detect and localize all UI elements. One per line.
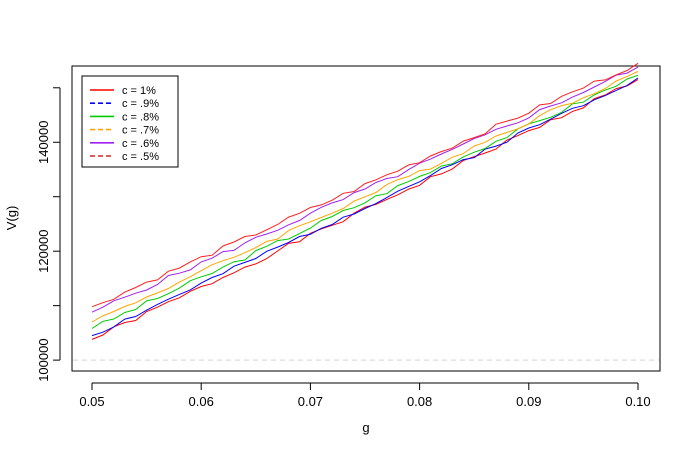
y-axis: 100000 120000 140000: [36, 87, 61, 382]
series-line: [91, 66, 639, 313]
x-axis-label: g: [362, 420, 369, 435]
legend-label: c = 1%: [122, 85, 156, 97]
x-tick-label: 0.09: [516, 394, 541, 409]
plot-frame: [71, 65, 661, 372]
legend-label: c = .5%: [122, 151, 159, 163]
y-tick-label: 140000: [36, 121, 51, 164]
series-line: [91, 74, 639, 329]
x-tick-label: 0.10: [625, 394, 650, 409]
series-line: [91, 77, 639, 337]
legend-label: c = .7%: [122, 125, 159, 137]
series-line: [91, 62, 639, 308]
x-tick-label: 0.06: [189, 394, 214, 409]
legend-label: c = .8%: [122, 111, 159, 123]
y-tick-label: 120000: [36, 229, 51, 272]
x-tick-label: 0.07: [298, 394, 323, 409]
y-tick-label: 100000: [36, 338, 51, 381]
legend-label: c = .9%: [122, 98, 159, 110]
series-line: [91, 79, 639, 340]
legend-label: c = .6%: [122, 138, 159, 150]
series-layer: [91, 62, 639, 340]
x-tick-label: 0.08: [407, 394, 432, 409]
y-axis-label: V(g): [4, 206, 19, 231]
legend-box: [81, 75, 179, 168]
x-axis: 0.05 0.06 0.07 0.08 0.09 0.10: [79, 382, 651, 409]
x-tick-label: 0.05: [79, 394, 104, 409]
legend: c = 1%c = .9%c = .8% c = .7%c = .6%c = .5…: [81, 75, 179, 168]
series-line: [91, 70, 639, 323]
